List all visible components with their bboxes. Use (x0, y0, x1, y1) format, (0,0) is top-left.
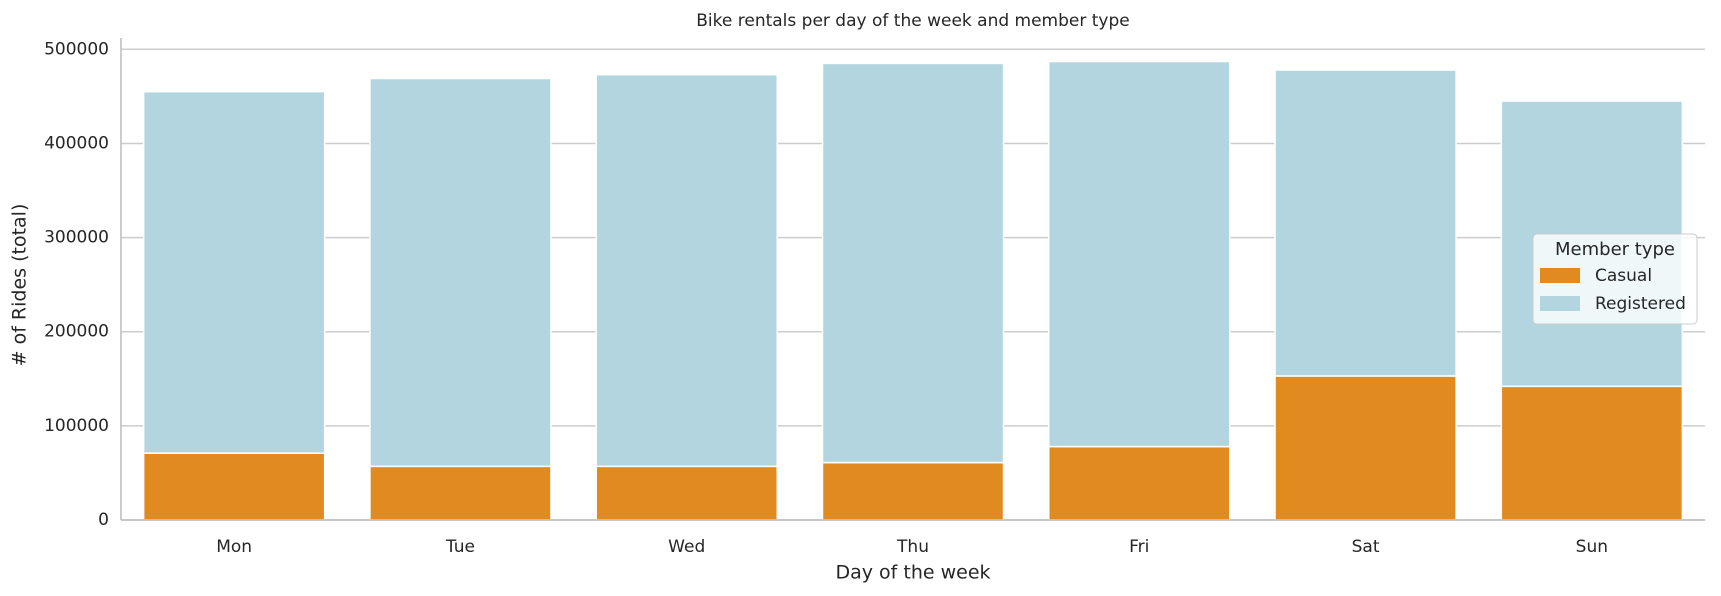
bar-segment (1048, 60, 1231, 448)
y-tick-label: 100000 (44, 416, 109, 436)
y-tick-label: 400000 (44, 133, 109, 153)
x-tick-label: Sat (1352, 537, 1380, 557)
legend: Member type Casual Registered (1532, 233, 1698, 325)
bar-segment (142, 452, 326, 521)
bar-segment (1500, 385, 1684, 521)
y-tick-label: 0 (98, 510, 109, 530)
bar-segment (369, 77, 552, 468)
bar-segment (369, 465, 552, 521)
bar-segment (821, 461, 1005, 521)
x-axis-label: Day of the week (835, 562, 990, 584)
legend-swatch (1540, 268, 1580, 283)
legend-label: Registered (1595, 294, 1686, 314)
bar-segment (1274, 69, 1457, 377)
y-tick-label: 200000 (44, 322, 109, 342)
bar-segment (595, 465, 778, 521)
x-tick-label: Mon (216, 537, 252, 557)
bar-segment (1048, 445, 1231, 521)
bar-segment (142, 90, 326, 454)
x-tick-label: Thu (896, 537, 929, 557)
x-tick-label: Sun (1576, 537, 1608, 557)
y-tick-label: 500000 (44, 39, 109, 59)
chart-title: Bike rentals per day of the week and mem… (696, 11, 1129, 31)
bar-segment (595, 73, 778, 468)
y-axis-label: # of Rides (total) (9, 204, 31, 367)
y-tick-label: 300000 (44, 228, 109, 248)
bar-segment (821, 62, 1005, 464)
x-tick-label: Fri (1129, 537, 1149, 557)
bar-segment (1274, 375, 1457, 521)
legend-label: Casual (1595, 266, 1652, 286)
legend-title: Member type (1555, 239, 1675, 260)
x-tick-label: Tue (445, 537, 475, 557)
x-tick-label: Wed (668, 537, 705, 557)
legend-swatch (1540, 296, 1580, 311)
